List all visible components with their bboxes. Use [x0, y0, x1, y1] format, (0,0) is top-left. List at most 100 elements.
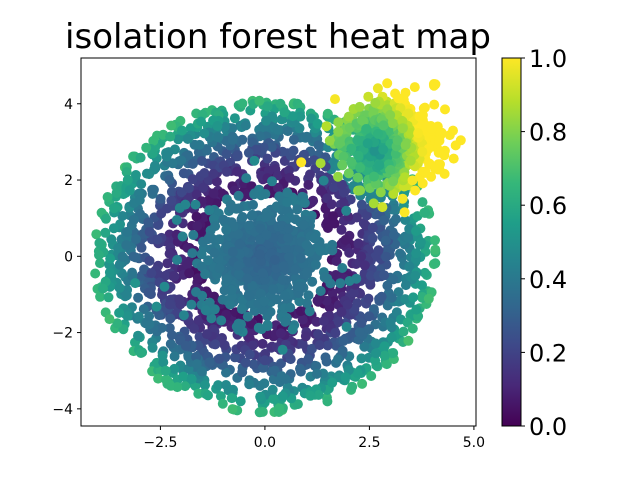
data-point — [346, 143, 357, 154]
data-point — [373, 245, 384, 256]
data-point — [399, 207, 410, 218]
chart-title: isolation forest heat map — [65, 17, 491, 57]
colorbar-tick-label: 0.2 — [529, 339, 567, 367]
data-point — [344, 276, 355, 286]
data-point — [373, 128, 383, 139]
data-point — [275, 328, 286, 339]
data-point — [266, 142, 277, 153]
data-point — [363, 293, 374, 304]
data-point — [133, 311, 144, 322]
data-point — [311, 316, 322, 327]
data-point — [336, 224, 347, 235]
data-point — [191, 359, 202, 370]
data-point — [293, 281, 304, 292]
data-point — [292, 204, 303, 215]
data-point — [216, 315, 227, 326]
data-point — [312, 295, 323, 306]
data-point — [189, 323, 200, 334]
data-point — [288, 134, 299, 145]
data-point — [100, 227, 111, 238]
data-point — [358, 116, 368, 126]
data-point — [327, 245, 338, 256]
data-point — [253, 322, 264, 333]
data-point — [337, 263, 348, 273]
data-point — [227, 246, 238, 257]
data-point — [361, 124, 372, 134]
data-point — [191, 211, 202, 222]
data-point — [112, 318, 123, 329]
data-point — [244, 379, 255, 390]
data-point — [292, 399, 303, 410]
data-point — [303, 354, 314, 365]
data-point — [267, 384, 278, 395]
data-point — [284, 172, 295, 183]
data-point — [190, 199, 201, 210]
data-point — [131, 234, 141, 245]
data-point — [283, 223, 294, 234]
data-point — [370, 97, 381, 108]
data-point — [338, 336, 349, 346]
data-point — [136, 242, 147, 253]
data-point — [357, 378, 368, 389]
data-point — [95, 291, 106, 302]
data-point — [178, 168, 189, 179]
data-point — [308, 195, 319, 206]
data-point — [114, 282, 125, 293]
data-point — [169, 271, 180, 282]
data-point — [147, 342, 158, 353]
data-point — [208, 168, 219, 179]
data-point — [144, 311, 155, 322]
data-point — [143, 217, 154, 228]
data-point — [272, 124, 283, 135]
data-point — [152, 234, 163, 245]
data-point — [364, 311, 375, 322]
data-point — [182, 259, 192, 270]
data-point — [321, 121, 332, 132]
data-point — [359, 341, 370, 352]
data-point — [233, 260, 244, 271]
data-point — [242, 273, 253, 284]
data-point — [226, 393, 237, 404]
data-point — [322, 396, 333, 407]
data-point — [420, 167, 431, 178]
data-point — [405, 155, 416, 166]
data-point — [300, 331, 311, 342]
data-point — [146, 268, 157, 279]
data-point — [188, 230, 199, 240]
data-point — [269, 254, 280, 265]
data-point — [319, 316, 329, 327]
data-point — [196, 156, 207, 166]
data-point — [255, 391, 266, 402]
data-point — [257, 338, 268, 349]
data-point — [121, 240, 132, 251]
data-point — [381, 251, 392, 262]
data-point — [411, 226, 422, 236]
data-point — [414, 111, 425, 122]
data-point — [242, 311, 253, 322]
x-tick-label: 2.5 — [358, 435, 380, 451]
data-point — [200, 269, 211, 280]
data-point — [184, 268, 195, 279]
data-point — [183, 183, 194, 194]
data-point — [287, 324, 298, 335]
data-point — [295, 363, 305, 374]
data-point — [233, 229, 244, 239]
data-point — [407, 323, 418, 334]
data-point — [333, 171, 343, 182]
data-point — [249, 189, 260, 200]
data-point — [135, 348, 146, 358]
data-point — [311, 361, 322, 372]
data-point — [240, 357, 251, 368]
data-point — [403, 108, 414, 119]
data-point — [182, 134, 193, 144]
data-point — [290, 264, 301, 275]
data-point — [219, 121, 230, 132]
data-point — [306, 343, 317, 354]
data-point — [410, 185, 421, 196]
data-point — [261, 115, 272, 126]
data-point — [364, 324, 375, 335]
data-point — [284, 252, 294, 263]
data-point — [313, 329, 324, 340]
data-point — [379, 350, 390, 361]
data-point — [336, 307, 347, 317]
